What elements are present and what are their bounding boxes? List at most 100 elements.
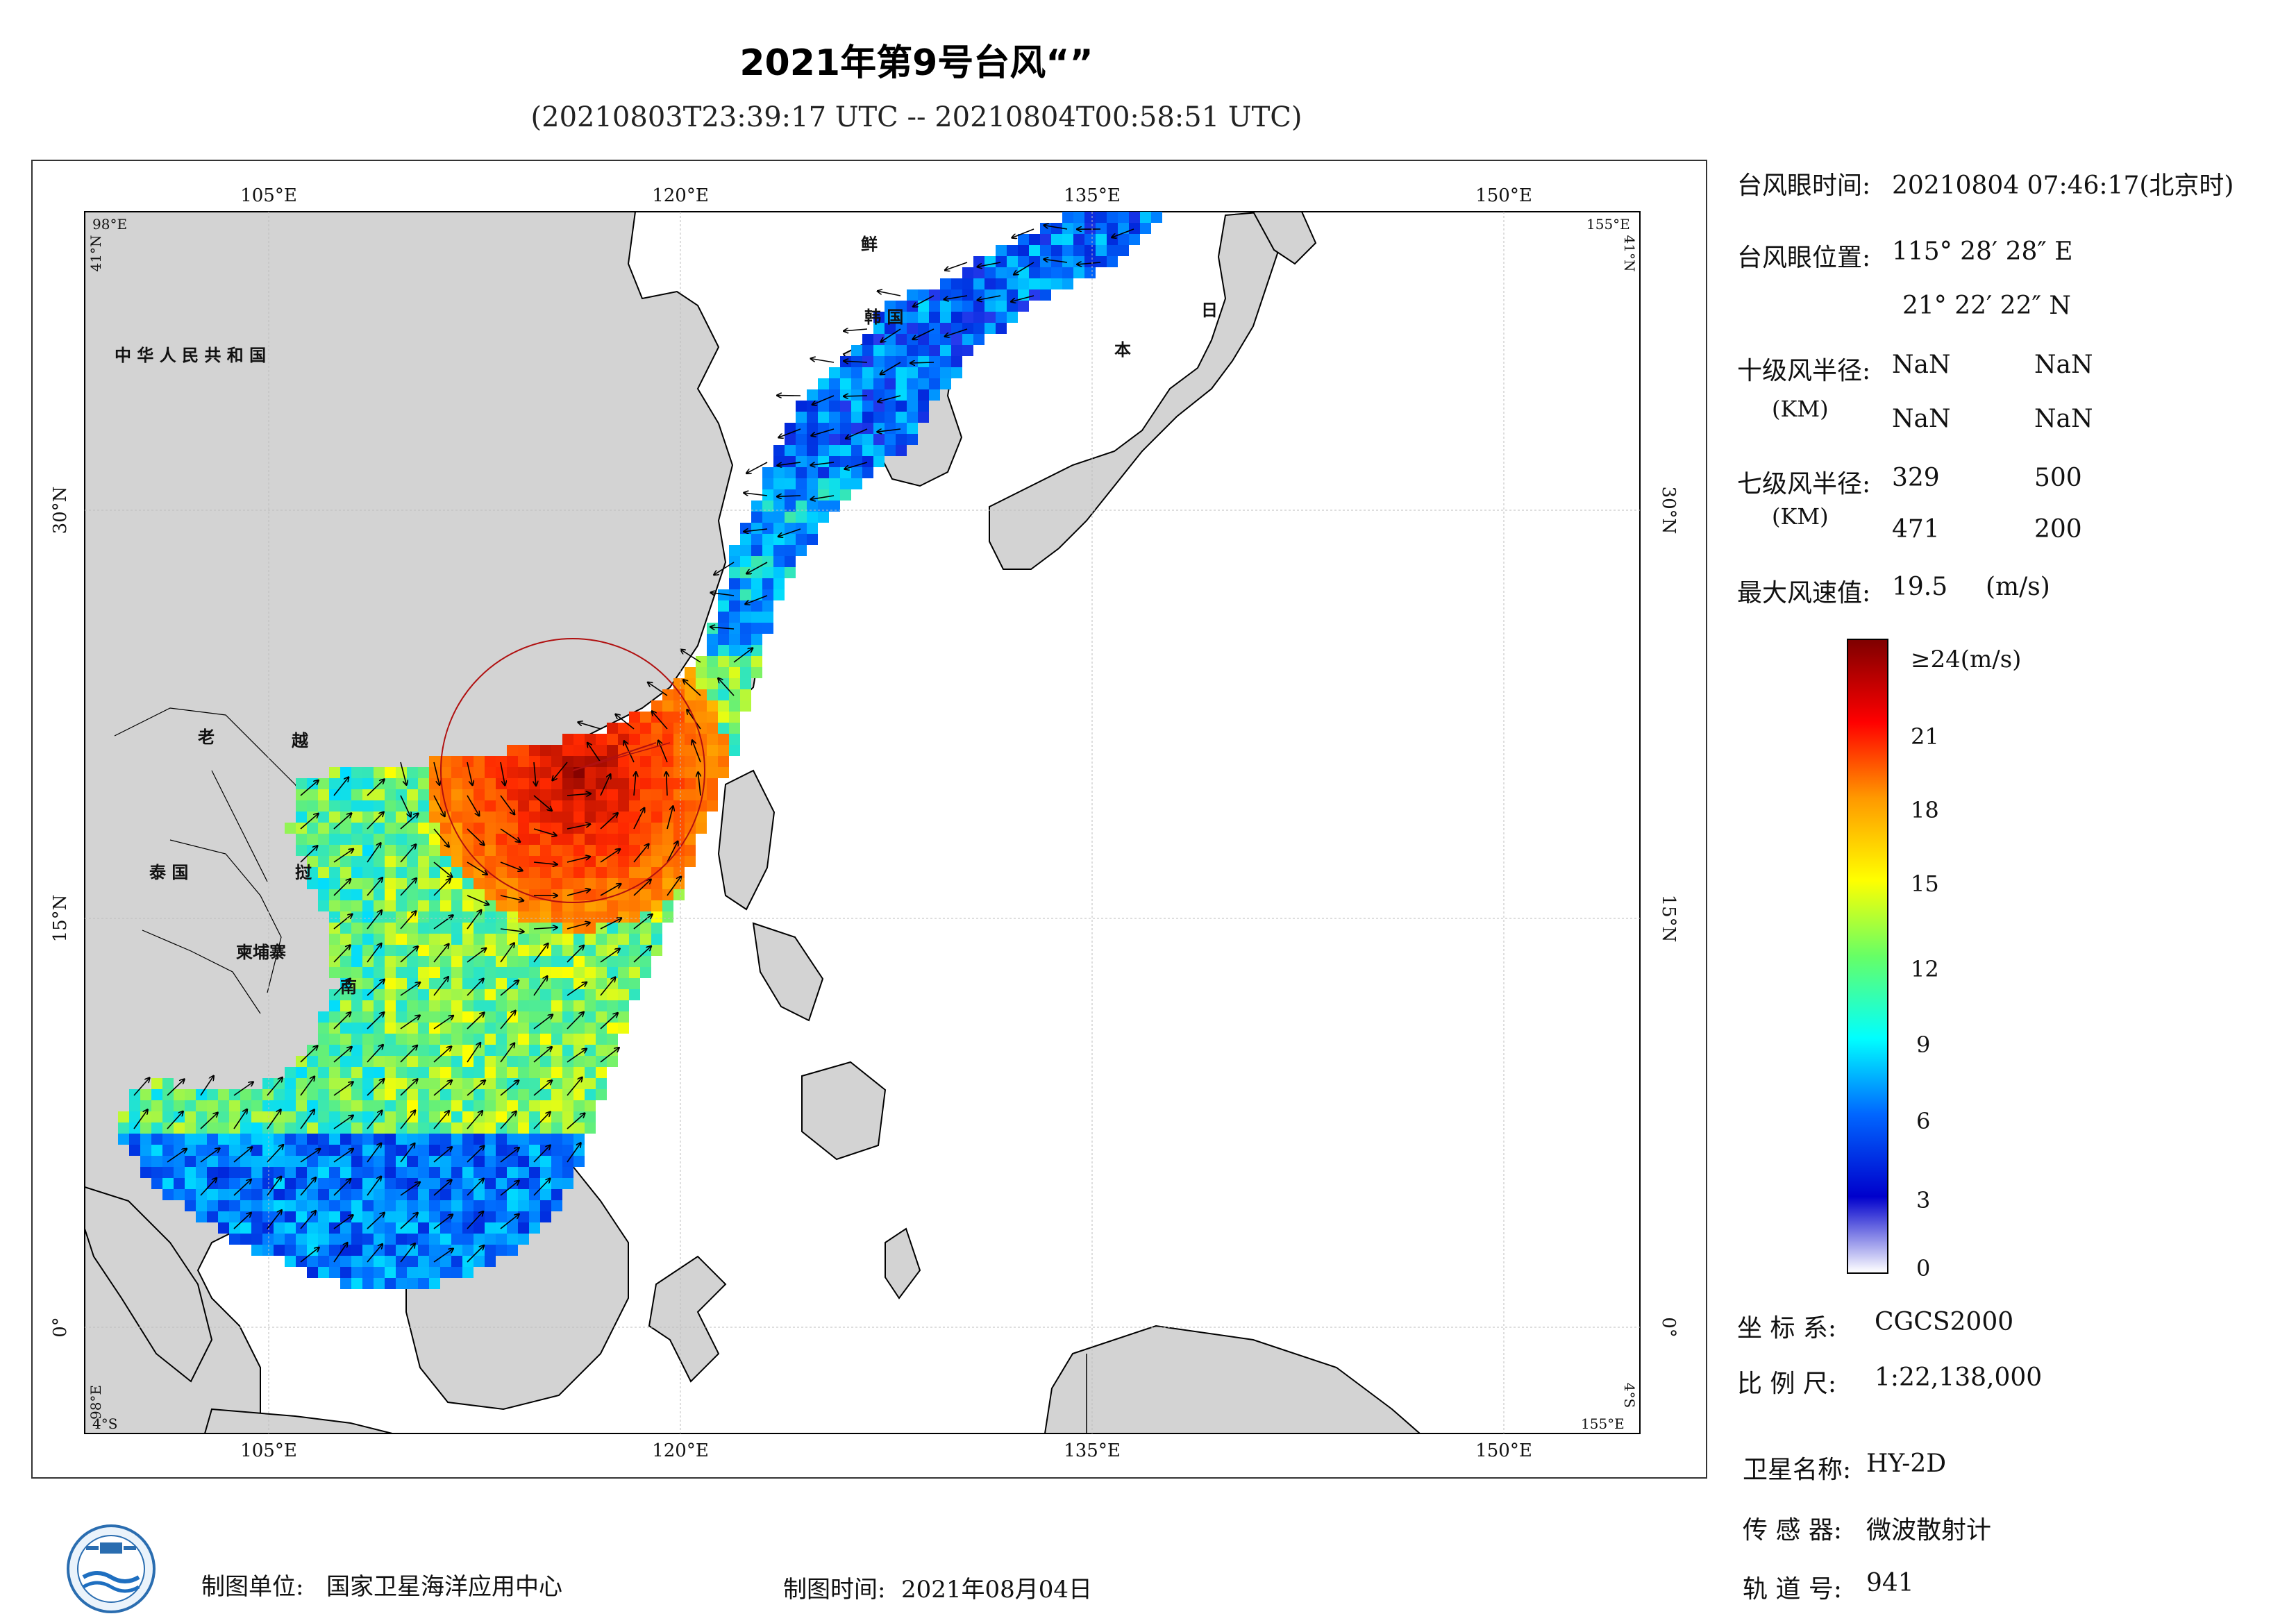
wind-cell — [773, 501, 785, 512]
wind-cell — [396, 845, 407, 856]
wind-cell — [307, 800, 318, 812]
wind-cell — [440, 823, 451, 834]
wind-cell — [573, 1078, 585, 1089]
wind-cell — [940, 278, 951, 289]
wind-arrow — [333, 945, 351, 963]
wind-cell — [351, 1056, 362, 1067]
wind-arrow — [400, 1213, 418, 1229]
wind-cell — [285, 1211, 296, 1222]
wind-cell — [896, 312, 907, 323]
wind-cell — [1018, 278, 1029, 289]
wind-arrow — [633, 880, 651, 896]
wind-cell — [518, 1156, 529, 1167]
wind-cell — [551, 934, 562, 945]
wind-cell — [262, 1200, 274, 1211]
wind-cell — [351, 923, 362, 934]
wind-cell — [340, 1189, 351, 1200]
wind-cell — [151, 1178, 162, 1189]
wind-cell — [351, 889, 362, 900]
wind-cell — [440, 1078, 451, 1089]
wind-cell — [351, 1134, 362, 1145]
wind-cell — [1018, 301, 1029, 312]
wind-arrow — [692, 740, 701, 763]
wind-cell — [351, 967, 362, 978]
wind-cell — [529, 1167, 540, 1178]
wind-cell — [796, 478, 807, 489]
wind-cell — [351, 767, 362, 778]
wind-cell — [462, 1267, 474, 1278]
wind-cell — [685, 845, 696, 856]
wind-cell — [796, 489, 807, 501]
wind-cell — [873, 312, 885, 323]
wind-cell — [340, 889, 351, 900]
wind-cell — [518, 1056, 529, 1067]
wind-cell — [274, 1122, 285, 1134]
wind-cell — [718, 756, 729, 767]
wind-cell — [662, 767, 673, 778]
wind-cell — [285, 823, 296, 834]
wind-cell — [618, 789, 629, 800]
wind-cell — [785, 456, 796, 467]
wind-cell — [562, 1145, 573, 1156]
wind-cell — [451, 1211, 462, 1222]
wind-arrow — [367, 780, 385, 796]
wind-cell — [474, 845, 485, 856]
wind-cell — [340, 1200, 351, 1211]
wind-cell — [607, 734, 618, 745]
wind-cell — [529, 800, 540, 812]
wind-cell — [629, 767, 640, 778]
wind-cell — [707, 723, 718, 734]
wind-cell — [1062, 223, 1073, 234]
wind-cell — [585, 1067, 596, 1078]
wind-cell — [796, 534, 807, 545]
wind-arrow — [810, 495, 835, 499]
wind-cell — [362, 845, 374, 856]
wind-cell — [496, 1011, 507, 1023]
wind-cell — [984, 278, 996, 289]
wind-cell — [1084, 267, 1096, 278]
wind-cell — [707, 734, 718, 745]
wind-cell — [873, 456, 885, 467]
wind-arrow — [718, 678, 735, 696]
wind-cell — [851, 445, 862, 456]
wind-arrow — [746, 562, 768, 573]
wind-cell — [773, 545, 785, 556]
eye-lat-value: 21° 22′ 22″ N — [1902, 292, 2071, 320]
wind-cell — [440, 945, 451, 956]
wind-cell — [607, 911, 618, 923]
wind-cell — [507, 778, 518, 789]
wind-cell — [762, 478, 773, 489]
label-laos-2: 挝 — [295, 862, 312, 882]
wind-cell — [796, 401, 807, 412]
wind-cell — [474, 867, 485, 878]
wind-cell — [440, 856, 451, 867]
wind-cell — [1140, 223, 1151, 234]
wind-arrow — [300, 1109, 315, 1129]
label-japan-1: 日 — [1201, 300, 1218, 320]
wind-cell — [418, 956, 429, 967]
wind-cell — [751, 600, 762, 612]
wind-cell — [996, 289, 1007, 301]
colorbar-gradient — [1848, 640, 1887, 1272]
wind-arrow — [433, 1080, 452, 1096]
wind-cell — [818, 501, 829, 512]
wind-cell — [251, 1089, 262, 1100]
wind-arrow — [333, 1149, 353, 1163]
wind-cell — [418, 1256, 429, 1267]
wind-cell — [262, 1178, 274, 1189]
wind-cell — [196, 1134, 207, 1145]
wind-arrow — [500, 1080, 519, 1096]
wind-arrow — [233, 1082, 253, 1096]
wind-arrow — [1012, 228, 1034, 238]
wind-cell — [718, 645, 729, 656]
wind-cell — [440, 756, 451, 767]
wind-cell — [585, 834, 596, 845]
wind-cell — [885, 356, 896, 367]
wind-cell — [1118, 223, 1129, 234]
wind-cell — [440, 1023, 451, 1034]
wind-cell — [696, 812, 707, 823]
wind-arrow — [467, 1111, 483, 1129]
wind-arrow — [467, 910, 481, 930]
wind-cell — [551, 1023, 562, 1034]
wind-arrow — [913, 295, 935, 307]
